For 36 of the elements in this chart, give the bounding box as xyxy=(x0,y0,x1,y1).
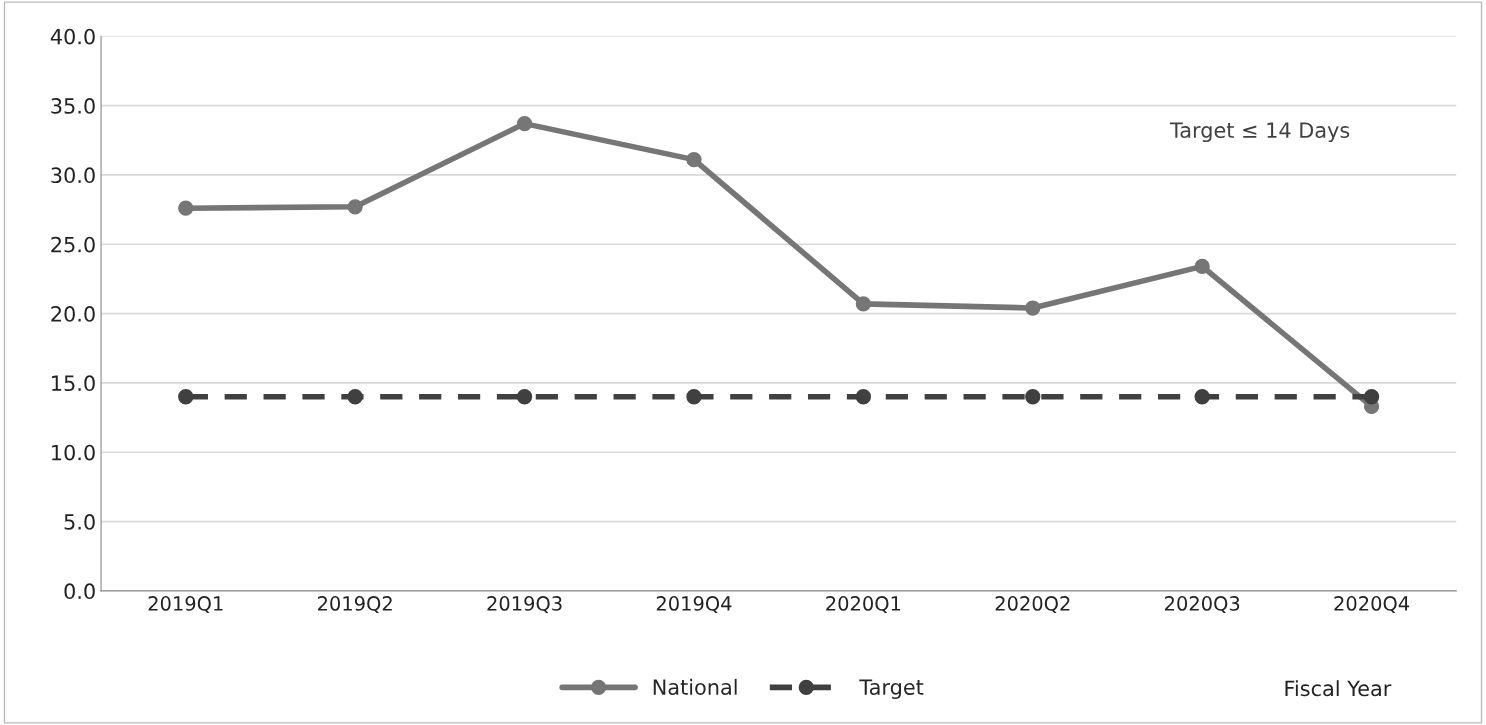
point xyxy=(347,199,363,215)
point xyxy=(686,389,702,405)
y-tick-label: 25.0 xyxy=(51,236,95,253)
y-tick-label: 20.0 xyxy=(51,306,95,322)
point xyxy=(855,296,872,312)
x-axis-title: Fiscal Year xyxy=(1285,680,1392,697)
point xyxy=(1025,389,1041,405)
x-tick-label: 2019Q3 xyxy=(487,596,562,614)
x-tick-label: 2020Q3 xyxy=(1165,596,1240,614)
point xyxy=(347,389,363,405)
x-tick-label: 2020Q2 xyxy=(995,596,1070,614)
x-tick-label: 2019Q2 xyxy=(318,596,392,614)
x-tick-label: 2020Q1 xyxy=(826,596,901,614)
point xyxy=(178,200,194,216)
y-tick-label: 35.0 xyxy=(51,98,95,114)
point xyxy=(855,389,872,405)
point xyxy=(686,152,702,168)
y-tick-label: 5.0 xyxy=(64,514,95,530)
point xyxy=(516,115,533,132)
y-tick-label: 10.0 xyxy=(52,444,95,461)
annotation: Target ≤ 14 Days xyxy=(1169,122,1350,143)
legend-label: Target xyxy=(859,679,924,699)
x-tick-label: 2020Q4 xyxy=(1334,596,1410,614)
legend-label: National xyxy=(653,678,737,695)
y-tick-label: 30.0 xyxy=(51,167,95,184)
y-tick-label: 0.0 xyxy=(64,583,95,600)
x-tick-label: 2019Q1 xyxy=(148,596,223,614)
point xyxy=(1025,300,1041,316)
point xyxy=(178,389,194,405)
point xyxy=(1194,258,1210,275)
point xyxy=(1363,389,1380,405)
point xyxy=(1194,389,1210,405)
y-tick-label: 15.0 xyxy=(52,375,95,392)
x-tick-label: 2019Q4 xyxy=(656,596,732,614)
point xyxy=(516,389,533,405)
y-tick-label: 40.0 xyxy=(50,28,95,45)
